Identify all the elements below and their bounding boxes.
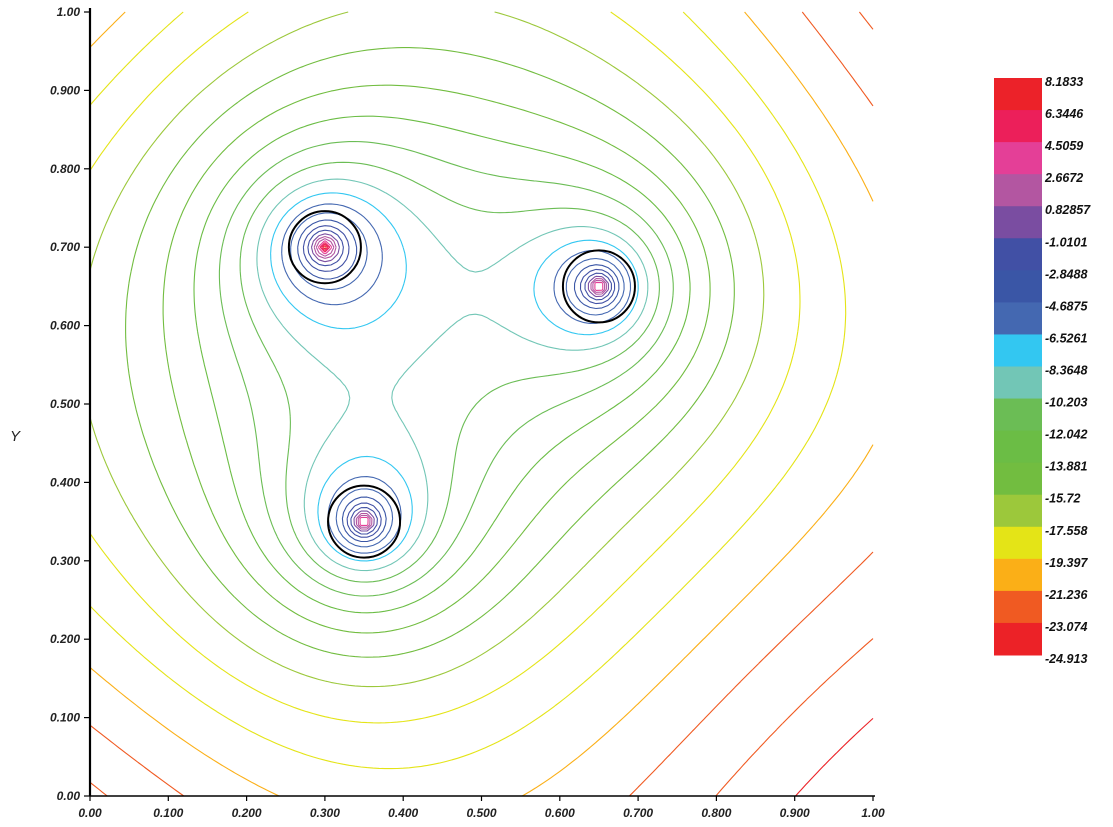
colorbar-label: 8.1833 xyxy=(1045,75,1083,89)
x-tick-label: 0.500 xyxy=(466,806,496,820)
contour-level-20 xyxy=(89,11,801,724)
contour-level-11 xyxy=(281,203,632,554)
colorbar-label: 4.5059 xyxy=(1044,139,1083,153)
contour-level-19 xyxy=(89,11,765,688)
colorbar-swatch xyxy=(994,142,1042,175)
colorbar-label: -6.5261 xyxy=(1045,331,1087,345)
colorbar-label: -23.074 xyxy=(1045,620,1087,634)
colorbar-label: -10.203 xyxy=(1045,396,1087,410)
colorbar-label: 6.3446 xyxy=(1045,107,1084,121)
colorbar-label: 0.82857 xyxy=(1045,203,1091,217)
contour-level-24 xyxy=(89,11,874,797)
x-tick-label: 0.300 xyxy=(310,806,340,820)
x-tick-label: 0.800 xyxy=(701,806,731,820)
colorbar-swatch xyxy=(994,398,1042,432)
colorbar-label: -13.881 xyxy=(1045,460,1087,474)
y-tick-label: 0.900 xyxy=(50,83,80,97)
x-tick-label: 0.200 xyxy=(232,806,262,820)
y-tick-label: 0.500 xyxy=(50,397,80,411)
y-tick-labels: 0.00 0.100 0.200 0.300 0.400 0.500 0.600 0.700 0… xyxy=(50,5,80,803)
x-tick-label: 0.600 xyxy=(545,806,575,820)
colorbar-swatch xyxy=(994,78,1042,111)
y-tick-label: 0.100 xyxy=(50,711,80,725)
colorbar-label: -12.042 xyxy=(1045,428,1087,442)
contour-level-22 xyxy=(89,11,874,797)
colorbar-label: 2.6672 xyxy=(1044,171,1083,185)
y-tick-label: 0.400 xyxy=(50,475,80,489)
colorbar-label: -4.6875 xyxy=(1045,299,1088,313)
colorbar-swatch xyxy=(994,366,1042,400)
colorbar-swatch xyxy=(994,558,1042,592)
contour-level-18 xyxy=(125,47,735,658)
contour-level-0 xyxy=(322,245,327,250)
y-tick-label: 0.800 xyxy=(50,162,80,176)
colorbar-label: -15.72 xyxy=(1045,492,1080,506)
colorbar-swatch xyxy=(994,494,1042,528)
y-tick-label: 0.600 xyxy=(50,319,80,333)
contour-level-23 xyxy=(89,11,874,797)
contour-level-25 xyxy=(795,717,874,797)
contour-level-4 xyxy=(315,238,606,528)
contour-level-10 xyxy=(290,212,625,548)
contour-level-21 xyxy=(89,11,847,770)
colorbar xyxy=(994,78,1042,656)
x-tick-label: 0.700 xyxy=(623,806,653,820)
contour-level-9 xyxy=(297,219,620,543)
colorbar-label: -19.397 xyxy=(1045,556,1088,570)
contour-level-15 xyxy=(218,140,674,597)
contour-level-6 xyxy=(310,233,609,532)
colorbar-labels: 8.1833 6.3446 4.5059 2.6672 0.82857 -1.0101 -2… xyxy=(1044,75,1091,666)
y-tick-label: 0.200 xyxy=(50,632,80,646)
contour-level-16 xyxy=(193,115,691,614)
colorbar-swatch xyxy=(994,174,1042,207)
y-tick-label: 1.00 xyxy=(57,5,81,19)
x-tick-label: 1.00 xyxy=(861,806,885,820)
y-tick-label: 0.00 xyxy=(57,789,81,803)
contour-level-8 xyxy=(302,225,616,538)
colorbar-label: -1.0101 xyxy=(1045,235,1087,249)
colorbar-swatch xyxy=(994,622,1042,656)
colorbar-label: -17.558 xyxy=(1045,524,1087,538)
y-tick-label: 0.300 xyxy=(50,554,80,568)
axes xyxy=(84,8,875,801)
colorbar-label: -21.236 xyxy=(1045,588,1088,602)
x-tick-labels: 0.00 0.100 0.200 0.300 0.400 0.500 0.600 0.700 0… xyxy=(78,806,885,820)
x-tick-label: 0.00 xyxy=(78,806,102,820)
x-tick-label: 0.900 xyxy=(780,806,810,820)
colorbar-swatch xyxy=(994,110,1042,143)
contour-level-12 xyxy=(270,192,639,562)
colorbar-swatch xyxy=(994,206,1042,239)
contour-level-3 xyxy=(317,240,604,526)
y-axis-label: Y xyxy=(10,428,21,445)
contour-level-2 xyxy=(319,242,331,253)
colorbar-swatch xyxy=(994,238,1042,271)
contour-level-7 xyxy=(307,229,612,535)
source-ring-2 xyxy=(327,484,402,559)
contour-level-14 xyxy=(239,161,660,583)
contour-level-1 xyxy=(321,243,329,251)
colorbar-swatch xyxy=(994,526,1042,560)
contour-lines xyxy=(89,11,874,797)
colorbar-swatch xyxy=(994,334,1042,367)
x-tick-label: 0.400 xyxy=(388,806,418,820)
colorbar-label: -2.8488 xyxy=(1045,267,1087,281)
colorbar-swatch xyxy=(994,302,1042,335)
source-ring-0 xyxy=(287,210,362,285)
y-tick-label: 0.700 xyxy=(50,240,80,254)
colorbar-swatch xyxy=(994,462,1042,496)
contour-level-13 xyxy=(256,178,649,572)
source-ring-1 xyxy=(561,249,636,324)
colorbar-swatch xyxy=(994,430,1042,464)
contour-level-17 xyxy=(162,84,711,634)
colorbar-label: -24.913 xyxy=(1045,652,1087,666)
contour-level-5 xyxy=(313,235,607,530)
colorbar-swatch xyxy=(994,590,1042,624)
colorbar-label: -8.3648 xyxy=(1045,364,1087,378)
colorbar-swatch xyxy=(994,270,1042,303)
x-tick-label: 0.100 xyxy=(153,806,183,820)
